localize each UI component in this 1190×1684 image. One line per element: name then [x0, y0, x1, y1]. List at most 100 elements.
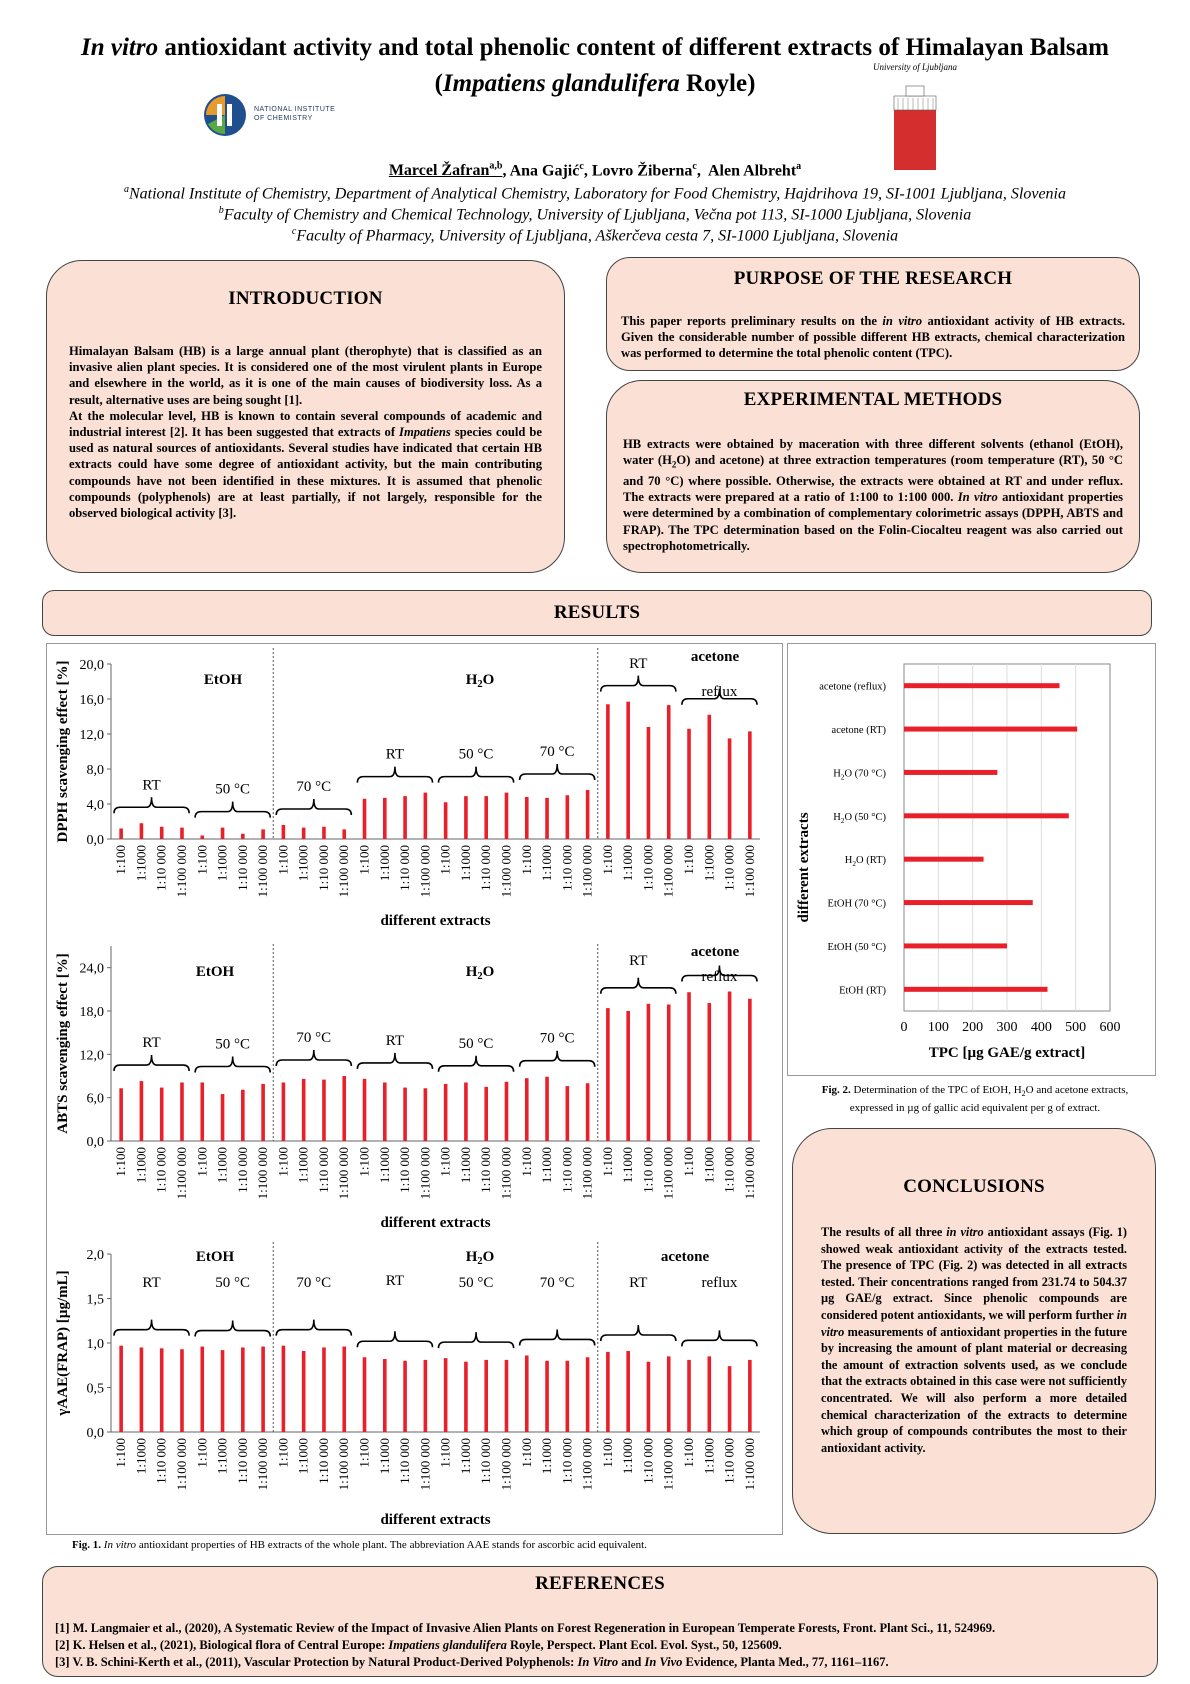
bar [322, 1079, 326, 1141]
y-category-label: acetone (reflux) [819, 682, 886, 693]
reference-3c: Evidence, Planta Med., 77, 1161–1167. [682, 1655, 889, 1669]
bar [220, 827, 225, 839]
bar [484, 1086, 489, 1141]
bar [403, 1360, 407, 1432]
x-tick-label: 1:100 000 [417, 1147, 432, 1199]
bar [301, 1078, 306, 1141]
bar [200, 835, 205, 839]
x-tick-label: 1:10 000 [397, 1438, 412, 1484]
x-tick-label: 1:1000 [377, 845, 392, 881]
bar [707, 1356, 712, 1432]
purpose-box: PURPOSE OF THE RESEARCH This paper repor… [606, 257, 1140, 371]
group-label: 70 °C [540, 1275, 575, 1291]
affil-a-sup: a [123, 184, 129, 195]
x-axis-title: TPC [µg GAE/g extract] [929, 1045, 1086, 1061]
bar [484, 1359, 489, 1432]
x-tick-label: 1:10 000 [154, 845, 169, 891]
x-tick-label: 1:10 000 [722, 845, 737, 891]
y-category-label: H2O (70 °C) [833, 768, 886, 781]
conclusions-title: CONCLUSIONS [903, 1176, 1045, 1197]
solvent-label: H2O [466, 964, 495, 982]
introduction-text: Himalayan Balsam (HB) is a large annual … [69, 343, 542, 521]
group-brace [275, 1319, 353, 1336]
group-label: RT [629, 953, 647, 969]
bar [504, 1081, 509, 1141]
bar [301, 827, 306, 839]
group-brace [599, 675, 677, 692]
bar [707, 714, 712, 839]
bar [281, 1082, 286, 1141]
author-1-sup: a,b [489, 161, 503, 172]
x-tick-label: 1:100 [275, 845, 290, 875]
x-tick-label: 500 [1065, 1020, 1086, 1035]
x-axis-title: different extracts [380, 913, 490, 929]
group-label: 50 °C [215, 782, 250, 798]
x-tick-label: 1:100 [438, 1438, 453, 1468]
y-axis-title: γAAE(FRAP) [µg/mL] [55, 1270, 71, 1416]
bar [545, 1076, 549, 1141]
fig2-caption-label: Fig. 2. [821, 1084, 851, 1096]
group-brace [681, 1330, 758, 1347]
conclusions-text: The results of all three in vitro antiox… [821, 1224, 1127, 1456]
bar [727, 738, 732, 839]
x-tick-label: 1:100 000 [417, 845, 432, 897]
x-tick-label: 1:1000 [701, 1147, 716, 1183]
bar [139, 1081, 144, 1141]
bar [626, 1351, 630, 1432]
x-tick-label: 0 [901, 1020, 908, 1035]
group-label: 70 °C [540, 744, 575, 760]
group-label: reflux [702, 969, 738, 985]
x-tick-label: 1:1000 [377, 1438, 392, 1474]
group-label: reflux [702, 1275, 738, 1291]
group-label: 50 °C [459, 747, 494, 763]
y-tick-label: 1,5 [87, 1293, 105, 1308]
y-category-label: H2O (RT) [845, 855, 887, 868]
x-tick-label: 1:100 [113, 1147, 128, 1177]
group-brace [518, 763, 596, 781]
group-brace [113, 1055, 190, 1072]
y-tick-label: 16,0 [80, 693, 105, 708]
y-category-label: EtOH (50 °C) [828, 942, 887, 953]
abts-chart: 0,0 6,0 12,0 18,0 24,0 1:100 1:1000 1:10 000 1:1… [55, 944, 760, 1231]
y-tick-label: 0,5 [87, 1382, 105, 1397]
poster-title: In vitro antioxidant activity and total … [20, 30, 1170, 102]
bar [342, 1076, 347, 1141]
x-tick-label: 1:100 [194, 845, 209, 875]
bar [139, 1347, 144, 1432]
bar [606, 1008, 610, 1141]
x-tick-label: 1:100 000 [336, 1147, 351, 1199]
reference-3: [3] V. B. Schini-Kerth et al., (2011), V… [55, 1654, 1147, 1671]
frap-chart: 0,0 0,5 1,0 1,5 2,0 1:100 1:1000 1:10 000 1:100 … [55, 1242, 760, 1528]
group-brace [113, 797, 190, 814]
group-label: 70 °C [296, 779, 331, 795]
solvent-label: acetone [691, 944, 740, 960]
group-brace [599, 1325, 677, 1342]
university-building-icon [893, 85, 937, 170]
x-tick-label: 1:10 000 [559, 1147, 574, 1193]
bar [382, 1359, 387, 1432]
x-tick-label: 1:100 000 [498, 1438, 513, 1490]
x-tick-label: 1:100 000 [498, 1147, 513, 1199]
bar [524, 1355, 529, 1432]
x-tick-label: 400 [1031, 1020, 1052, 1035]
x-tick-label: 1:100 [600, 1147, 615, 1177]
x-tick-label: 1:100 000 [742, 845, 757, 897]
bar [585, 790, 590, 839]
conclusions-text-a: The results of all three [821, 1225, 947, 1239]
bar [200, 1346, 205, 1432]
bar [241, 833, 245, 839]
title-rest-2: Royle) [679, 70, 756, 97]
conclusions-box: CONCLUSIONS The results of all three in … [792, 1128, 1156, 1534]
x-tick-label: 1:1000 [133, 1438, 148, 1474]
y-tick-label: 18,0 [80, 1005, 105, 1020]
bar [666, 1356, 671, 1432]
x-tick-label: 1:100 [275, 1147, 290, 1177]
group-label: reflux [702, 684, 738, 700]
bar [362, 1078, 367, 1141]
y-tick-label: 12,0 [80, 1048, 105, 1063]
bar [342, 829, 347, 839]
x-tick-label: 1:100 [438, 845, 453, 875]
bar [261, 1083, 265, 1141]
group-brace [113, 1319, 190, 1336]
reference-2b: Royle, Perspect. Plant Ecol. Evol. Syst.… [506, 1638, 782, 1652]
